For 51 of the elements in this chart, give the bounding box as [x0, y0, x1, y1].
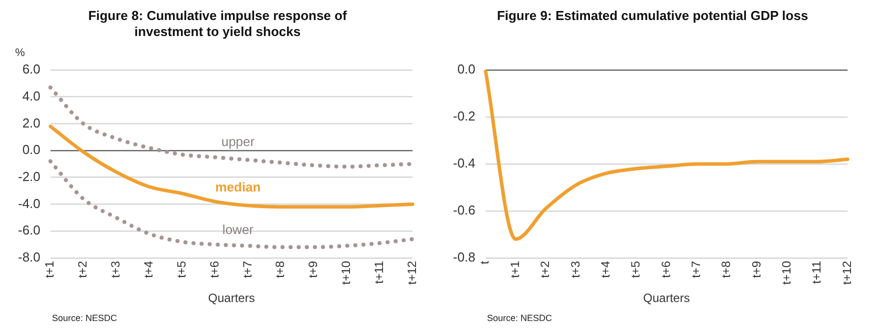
x-tick-label: t+1: [508, 260, 522, 278]
y-tick-label: -0.8: [452, 249, 476, 264]
y-tick-label: 6.0: [22, 62, 40, 77]
y-tick-label: -4.0: [18, 196, 40, 211]
x-tick-label: t+3: [108, 260, 123, 278]
y-tick-label: -8.0: [18, 249, 40, 264]
line-series: [48, 159, 415, 250]
y-tick-label: -6.0: [18, 222, 40, 238]
y-tick-label: 0.0: [22, 142, 40, 158]
x-tick-label: t+9: [749, 260, 764, 278]
x-tick-label: t+2: [538, 260, 552, 278]
x-tick-label: t+8: [719, 260, 734, 278]
series-label: upper: [221, 134, 256, 149]
y-tick-label: -2.0: [18, 168, 40, 184]
source-note: Source: NESDC: [487, 313, 552, 323]
y-tick-label: -0.4: [452, 156, 476, 171]
x-tick-label: t+8: [273, 260, 288, 278]
x-axis-title: Quarters: [643, 291, 690, 306]
x-tick-label: t+12: [404, 260, 419, 285]
x-tick-label: t+12: [840, 260, 854, 285]
x-tick-label: t: [478, 260, 492, 264]
y-tick-label: -0.2: [452, 108, 476, 124]
y-axis-title: %: [15, 47, 26, 59]
y-tick-label: 2.0: [22, 115, 40, 130]
x-tick-label: t+4: [141, 260, 156, 278]
x-tick-label: t+5: [628, 260, 643, 278]
x-tick-label: t+11: [810, 260, 824, 284]
source-note: Source: NESDC: [52, 313, 118, 323]
x-tick-label: t+10: [780, 260, 794, 285]
x-tick-label: t+3: [568, 260, 582, 278]
x-tick-label: t+6: [658, 260, 673, 278]
y-tick-label: 0.0: [457, 62, 476, 77]
line-series: [48, 124, 414, 209]
x-tick-label: t+10: [339, 260, 354, 285]
x-tick-label: t+4: [598, 260, 612, 278]
x-tick-label: t+7: [240, 260, 254, 278]
x-tick-label: t+5: [174, 260, 188, 278]
y-tick-label: 4.0: [22, 88, 40, 104]
series-label: lower: [222, 222, 254, 237]
series-label: median: [215, 180, 261, 195]
y-tick-label: -0.6: [452, 202, 476, 218]
x-tick-label: t+1: [42, 260, 57, 278]
x-tick-label: t+11: [372, 260, 386, 284]
line-series: [484, 70, 850, 241]
x-tick-label: t+7: [688, 260, 703, 278]
chart-title: Figure 8: Cumulative impulse response of investment to yield shocks: [87, 8, 348, 41]
chart-title: Figure 9: Estimated cumulative potential GDP loss: [496, 8, 810, 25]
x-tick-label: t+6: [207, 260, 222, 278]
x-axis-title: Quarters: [208, 291, 255, 306]
x-tick-label: t+9: [306, 260, 320, 278]
x-tick-label: t+2: [76, 260, 90, 278]
